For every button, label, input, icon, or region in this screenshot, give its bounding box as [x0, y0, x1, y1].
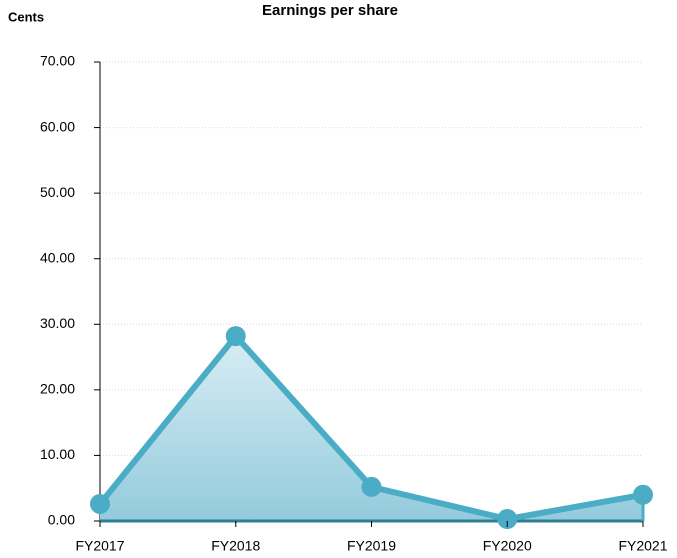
chart-title: Earnings per share [262, 2, 398, 19]
y-tick-label: 20.00 [40, 381, 75, 397]
y-tick-label: 0.00 [48, 512, 75, 528]
area [100, 336, 643, 521]
y-tick-label: 40.00 [40, 249, 75, 265]
y-tick-label: 70.00 [40, 53, 75, 69]
x-tick-label: FY2017 [75, 538, 124, 554]
y-axis-label: Cents [8, 9, 44, 24]
marker [90, 493, 110, 514]
x-tick-label: FY2018 [211, 538, 260, 554]
marker [225, 326, 246, 347]
marker [361, 476, 382, 497]
x-tick-label: FY2020 [483, 538, 532, 554]
x-tick-label: FY2021 [618, 538, 667, 554]
y-tick-label: 60.00 [40, 118, 75, 134]
marker [633, 484, 653, 505]
y-tick-label: 50.00 [40, 184, 75, 200]
y-tick-label: 10.00 [40, 446, 75, 462]
y-tick-label: 30.00 [40, 315, 75, 331]
marker [497, 509, 518, 530]
x-tick-label: FY2019 [347, 538, 396, 554]
